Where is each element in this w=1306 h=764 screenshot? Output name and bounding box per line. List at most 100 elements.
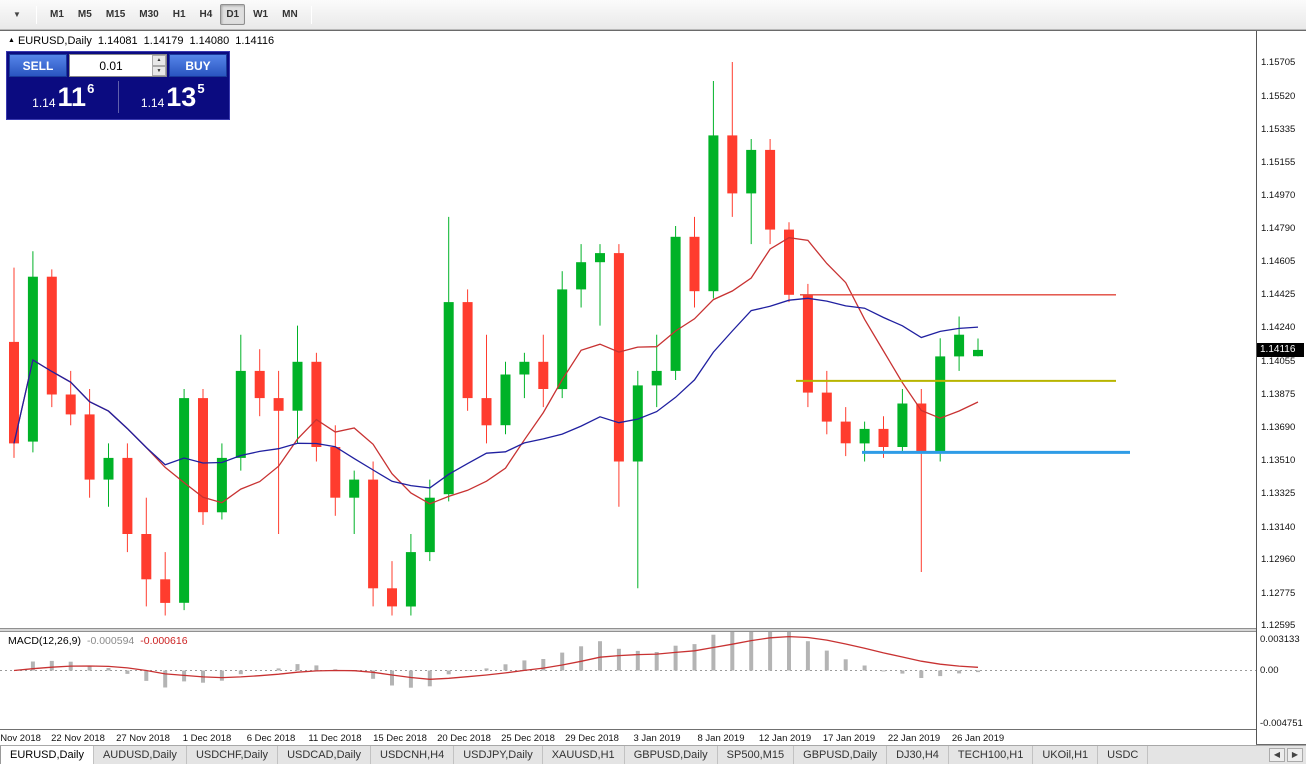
chart-low-value: 1.14080 <box>189 35 230 47</box>
sell-button[interactable]: SELL <box>9 54 67 77</box>
price-axis-label: 1.13875 <box>1261 389 1296 400</box>
chart-open-value: 1.14081 <box>97 35 138 47</box>
time-axis-label: 29 Dec 2018 <box>565 733 619 744</box>
chart-tab-dj30-h4[interactable]: DJ30,H4 <box>887 746 949 764</box>
macd-axis-max: 0.003133 <box>1260 634 1300 645</box>
timeframe-button-M30[interactable]: M30 <box>133 4 164 25</box>
chart-tab-sp500-m15[interactable]: SP500,M15 <box>718 746 795 764</box>
toolbar-dropdown-button[interactable]: ▼ <box>5 4 29 25</box>
time-axis-label: 6 Dec 2018 <box>246 733 296 744</box>
time-axis-label: 17 Jan 2019 <box>822 733 876 744</box>
top-toolbar: ▼ M1 M5 M15 M30 H1 H4 D1 W1 MN <box>0 0 1306 30</box>
horizontal-lines <box>796 294 1130 454</box>
lot-size-field: 0.01 ▲ ▼ <box>69 54 167 77</box>
price-axis-label: 1.14605 <box>1261 256 1296 267</box>
time-axis-label: 26 Jan 2019 <box>951 733 1005 744</box>
tabs-scroll-left-button[interactable]: ◀ <box>1269 748 1285 762</box>
macd-axis-zero: 0.00 <box>1260 665 1279 676</box>
time-axis[interactable]: 17 Nov 2018 22 Nov 2018 27 Nov 2018 1 Dec 2… <box>0 729 1256 746</box>
price-axis-label: 1.13510 <box>1261 455 1296 466</box>
macd-header: MACD(12,26,9) -0.000594 -0.000616 <box>8 635 188 647</box>
price-chart-plot[interactable] <box>0 31 1256 628</box>
chart-tab-gbpusd-daily[interactable]: GBPUSD,Daily <box>625 746 718 764</box>
chart-ohlc-header: ▲ EURUSD,Daily 1.14081 1.14179 1.14080 1.1411… <box>8 35 274 47</box>
buy-price-prefix: 1.14 <box>140 96 165 110</box>
price-axis-label: 1.13690 <box>1261 422 1296 433</box>
macd-main-value: -0.000594 <box>86 635 135 647</box>
timeframe-button-M15[interactable]: M15 <box>100 4 131 25</box>
price-axis-label: 1.14970 <box>1261 190 1296 201</box>
tab-scroll-arrows: ◀ ▶ <box>1266 746 1306 764</box>
chart-tabs-bar: EURUSD,Daily AUDUSD,Daily USDCHF,Daily USDC… <box>0 745 1306 764</box>
price-axis-label: 1.14790 <box>1261 223 1296 234</box>
price-axis-label: 1.12960 <box>1261 554 1296 565</box>
sell-price-display[interactable]: 1.14 11 6 <box>9 77 118 117</box>
chart-high-value: 1.14179 <box>143 35 184 47</box>
timeframe-button-W1[interactable]: W1 <box>247 4 274 25</box>
lot-size-input[interactable]: 0.01 <box>99 58 123 73</box>
chart-tab-usdjpy-daily[interactable]: USDJPY,Daily <box>454 746 543 764</box>
timeframe-button-H4[interactable]: H4 <box>194 4 219 25</box>
time-axis-label: 11 Dec 2018 <box>308 733 362 744</box>
buy-button[interactable]: BUY <box>169 54 227 77</box>
chart-tab-usdchf-daily[interactable]: USDCHF,Daily <box>187 746 279 764</box>
lot-increase-button[interactable]: ▲ <box>152 55 166 66</box>
timeframe-button-D1[interactable]: D1 <box>220 4 246 25</box>
time-axis-label: 22 Nov 2018 <box>51 733 105 744</box>
symbol-marker-icon: ▲ <box>8 37 15 44</box>
toolbar-separator <box>36 5 37 24</box>
tabs-scroll-right-button[interactable]: ▶ <box>1287 748 1303 762</box>
chart-tabs: EURUSD,Daily AUDUSD,Daily USDCHF,Daily USDC… <box>0 746 1266 764</box>
time-axis-label: 8 Jan 2019 <box>697 733 745 744</box>
chart-close-value: 1.14116 <box>235 35 275 47</box>
time-axis-label: 17 Nov 2018 <box>0 733 41 744</box>
chart-tab-eurusd-daily[interactable]: EURUSD,Daily <box>0 746 94 764</box>
price-axis-label: 1.12595 <box>1261 620 1296 631</box>
chart-tab-xauusd-h1[interactable]: XAUUSD,H1 <box>543 746 625 764</box>
candles <box>9 62 983 616</box>
price-divider <box>117 81 119 113</box>
chart-tab-ukoil-h1[interactable]: UKOil,H1 <box>1033 746 1099 764</box>
timeframe-buttons: M1 M5 M15 M30 H1 H4 D1 W1 MN <box>43 4 305 25</box>
price-axis-label: 1.14240 <box>1261 322 1296 333</box>
price-axis[interactable]: 1.14116 0.003133 0.00 -0.004751 1.15705 1… <box>1256 31 1306 744</box>
buy-price-pips: 13 <box>166 82 197 112</box>
macd-axis-min: -0.004751 <box>1260 718 1303 729</box>
time-axis-label: 20 Dec 2018 <box>437 733 491 744</box>
buy-price-display[interactable]: 1.14 13 5 <box>119 77 228 117</box>
price-axis-label: 1.13325 <box>1261 488 1296 499</box>
chart-tab-usdcad-daily[interactable]: USDCAD,Daily <box>278 746 372 764</box>
timeframe-button-M5[interactable]: M5 <box>72 4 98 25</box>
macd-title: MACD(12,26,9) <box>8 635 81 647</box>
chevron-down-icon: ▼ <box>13 10 21 19</box>
timeframe-button-H1[interactable]: H1 <box>167 4 192 25</box>
toolbar-separator-end <box>310 5 312 24</box>
current-price-badge: 1.14116 <box>1257 343 1304 357</box>
macd-signal-value: -0.000616 <box>140 635 188 647</box>
price-axis-label: 1.15705 <box>1261 57 1296 68</box>
macd-plot[interactable] <box>0 632 1256 729</box>
ma-lines <box>13 237 979 505</box>
time-axis-label: 1 Dec 2018 <box>182 733 232 744</box>
chart-window: ▲ EURUSD,Daily 1.14081 1.14179 1.14080 1.1411… <box>0 30 1306 746</box>
price-axis-label: 1.12775 <box>1261 588 1296 599</box>
chart-tab-gbpusd-daily[interactable]: GBPUSD,Daily <box>794 746 888 764</box>
sell-price-pips: 11 <box>57 82 87 112</box>
buy-price-point: 5 <box>197 81 205 96</box>
lot-spinner: ▲ ▼ <box>152 55 166 76</box>
macd-splitter[interactable] <box>0 628 1256 632</box>
time-axis-label: 3 Jan 2019 <box>633 733 681 744</box>
chart-tab-usdcnh-h4[interactable]: USDCNH,H4 <box>371 746 455 764</box>
timeframe-button-M1[interactable]: M1 <box>44 4 70 25</box>
sell-price-prefix: 1.14 <box>32 96 56 110</box>
chart-symbol-label: EURUSD,Daily <box>17 35 92 47</box>
lot-decrease-button[interactable]: ▼ <box>152 65 166 76</box>
time-axis-label: 22 Jan 2019 <box>887 733 941 744</box>
price-axis-label: 1.15335 <box>1261 124 1296 135</box>
time-axis-label: 27 Nov 2018 <box>116 733 170 744</box>
timeframe-button-MN[interactable]: MN <box>276 4 304 25</box>
chart-tab-tech100-h1[interactable]: TECH100,H1 <box>949 746 1034 764</box>
chart-tab-usdc[interactable]: USDC <box>1098 746 1149 764</box>
time-axis-label: 25 Dec 2018 <box>501 733 555 744</box>
chart-tab-audusd-daily[interactable]: AUDUSD,Daily <box>94 746 187 764</box>
